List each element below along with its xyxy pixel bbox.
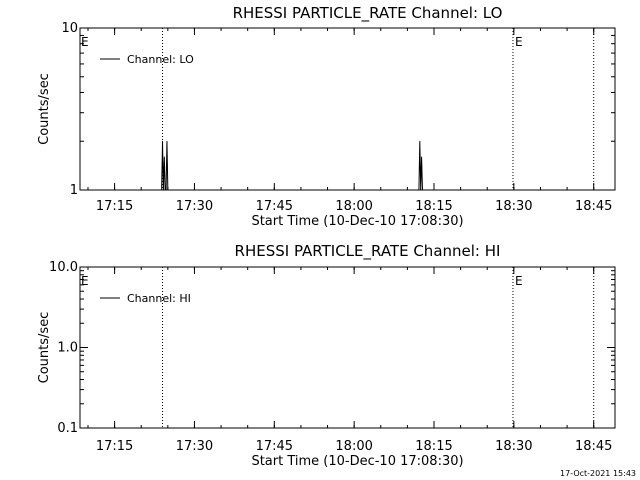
data-point [162, 189, 164, 191]
x-tick-label: 18:30 [495, 439, 532, 454]
data-point [162, 140, 163, 142]
x-tick-label: 17:45 [256, 439, 293, 454]
data-point [168, 189, 170, 191]
data-point [167, 189, 169, 191]
chart-title: RHESSI PARTICLE_RATE Channel: LO [233, 4, 503, 23]
vertical-marker-label: E [515, 35, 523, 49]
y-tick-label: 0.1 [57, 421, 78, 436]
data-point [420, 189, 422, 191]
data-point [165, 189, 167, 191]
data-point [164, 189, 166, 191]
series-line [161, 141, 423, 191]
x-tick-label: 18:15 [415, 439, 452, 454]
x-axis-label: Start Time (10-Dec-10 17:08:30) [251, 454, 463, 469]
x-tick-label: 18:00 [335, 439, 372, 454]
data-point [422, 189, 423, 191]
chart-panel-lo: RHESSI PARTICLE_RATE Channel: LO 17:15 17:… [37, 4, 616, 229]
data-point [421, 156, 422, 158]
x-tick-label: 17:30 [176, 439, 213, 454]
y-tick-label: 1 [70, 183, 78, 198]
data-point [163, 156, 165, 158]
vertical-marker-label: E [515, 274, 523, 288]
corner-marker: E [81, 35, 89, 49]
x-tick-label: 18:30 [495, 199, 532, 214]
data-point [418, 189, 420, 191]
timestamp-footer: 17-Oct-2021 15:43 [560, 469, 636, 478]
x-axis-label: Start Time (10-Dec-10 17:08:30) [251, 214, 463, 229]
data-point [161, 189, 163, 191]
x-tick-label: 17:30 [176, 199, 213, 214]
y-tick-label: 10 [61, 21, 78, 36]
x-tick-label: 18:00 [335, 199, 372, 214]
x-tick-label: 18:15 [415, 199, 452, 214]
x-tick-label: 17:15 [96, 439, 133, 454]
x-tick-label: 17:45 [256, 199, 293, 214]
data-point [166, 140, 168, 142]
x-tick-label: 18:45 [575, 199, 612, 214]
x-tick-label: 18:45 [575, 439, 612, 454]
y-tick-label: 10.0 [49, 260, 78, 275]
legend-label: Channel: HI [127, 292, 191, 305]
y-tick-label: 1.0 [57, 341, 78, 356]
chart-title: RHESSI PARTICLE_RATE Channel: HI [235, 242, 501, 261]
corner-marker: E [81, 274, 89, 288]
data-point [169, 189, 171, 191]
data-point [419, 140, 421, 142]
y-axis-label: Counts/sec [37, 73, 52, 145]
legend-label: Channel: LO [127, 53, 194, 66]
chart-panel-hi: RHESSI PARTICLE_RATE Channel: HI 17:15 17:… [37, 242, 616, 469]
x-tick-label: 17:15 [96, 199, 133, 214]
y-axis-label: Counts/sec [37, 312, 52, 384]
